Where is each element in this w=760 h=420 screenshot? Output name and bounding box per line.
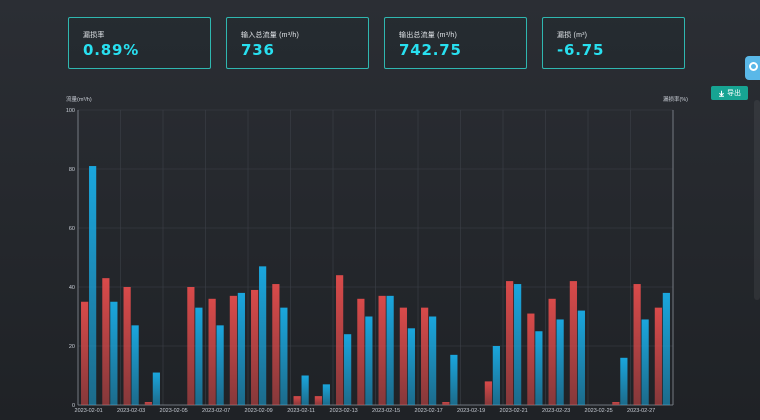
x-tick-label: 2023-02-23 <box>542 408 570 414</box>
y-tick-label: 80 <box>69 167 75 173</box>
bar-series-blue <box>386 295 394 405</box>
bar-series-red <box>506 281 514 405</box>
stat-label: 漏损率 <box>83 32 105 39</box>
bar-series-red <box>102 278 110 405</box>
bar-series-red <box>314 396 322 405</box>
y-tick-label: 20 <box>69 344 75 350</box>
bar-series-red <box>548 298 556 405</box>
flow-bar-chart: 0 20 40 60 80 100 2023-02-01 2023-02-03 2023-02-… <box>66 95 688 414</box>
x-tick-label: 2023-02-07 <box>202 408 230 414</box>
bar-series-blue <box>280 307 288 405</box>
bar-series-red <box>484 381 492 405</box>
bar-series-red <box>144 402 152 405</box>
export-button[interactable]: 导出 <box>711 86 748 100</box>
x-tick-label: 2023-02-13 <box>330 408 358 414</box>
bar-series-red <box>123 287 131 405</box>
bar-series-blue <box>195 307 203 405</box>
bar-series-blue <box>344 334 352 405</box>
bar-series-blue <box>577 310 585 405</box>
bar-series-blue <box>216 325 224 405</box>
stat-card-output-flow: 输出总流量 (m³/h) 742.75 <box>384 17 527 69</box>
bar-series-blue <box>110 301 118 405</box>
y-tick-label: 60 <box>69 226 75 232</box>
bar-series-blue <box>429 316 437 405</box>
bar-series-red <box>399 307 407 405</box>
bar-series-red <box>442 402 450 405</box>
x-tick-label: 2023-02-19 <box>457 408 485 414</box>
stat-card-leakage: 漏损 (m³) -6.75 <box>542 17 685 69</box>
bar-series-red <box>208 298 216 405</box>
y-axis-label-right: 漏损率(%) <box>663 95 688 103</box>
x-tick-label: 2023-02-11 <box>287 408 315 414</box>
bar-series-blue <box>407 328 415 405</box>
bar-series-red <box>527 313 535 405</box>
stat-value: 736 <box>241 41 275 59</box>
bar-series-red <box>229 295 237 405</box>
bar-series-blue <box>641 319 649 405</box>
bar-series-blue <box>492 346 500 405</box>
bar-series-red <box>569 281 577 405</box>
bar-series-red <box>251 289 259 405</box>
bar-series-red <box>81 301 89 405</box>
bar-series-blue <box>322 384 330 405</box>
y-tick-label: 100 <box>66 108 75 114</box>
bar-series-red <box>357 298 365 405</box>
stat-card-leak-rate: 漏损率 0.89% <box>68 17 211 69</box>
bar-series-blue <box>514 284 522 405</box>
bar-series-blue <box>89 166 97 405</box>
download-icon <box>719 90 724 97</box>
bar-series-blue <box>556 319 564 405</box>
bars <box>81 166 670 405</box>
bar-series-red <box>336 275 344 405</box>
stat-value: 0.89% <box>83 41 140 59</box>
y-tick-label: 40 <box>69 285 75 291</box>
x-tick-label: 2023-02-17 <box>415 408 443 414</box>
bar-series-blue <box>131 325 139 405</box>
x-tick-label: 2023-02-21 <box>500 408 528 414</box>
bar-series-blue <box>365 316 373 405</box>
target-icon <box>749 62 758 71</box>
x-tick-label: 2023-02-15 <box>372 408 400 414</box>
stat-label: 输入总流量 (m³/h) <box>241 32 300 39</box>
side-widget-tab[interactable] <box>745 56 760 80</box>
bar-series-blue <box>152 372 160 405</box>
stat-card-input-flow: 输入总流量 (m³/h) 736 <box>226 17 369 69</box>
bar-series-blue <box>259 266 267 405</box>
bar-series-blue <box>620 357 628 405</box>
x-tick-label: 2023-02-01 <box>75 408 103 414</box>
x-tick-label: 2023-02-03 <box>117 408 145 414</box>
bar-series-blue <box>535 331 543 405</box>
bar-series-red <box>654 307 662 405</box>
bar-series-red <box>421 307 429 405</box>
axis-labels: 0 20 40 60 80 100 2023-02-01 2023-02-03 2023-02-… <box>66 95 688 414</box>
bar-series-red <box>612 402 620 405</box>
bar-series-blue <box>237 292 245 405</box>
stat-label: 输出总流量 (m³/h) <box>399 32 458 39</box>
bar-series-red <box>187 287 195 405</box>
bar-series-blue <box>301 375 309 405</box>
stat-label: 漏损 (m³) <box>557 32 588 39</box>
bar-series-red <box>378 295 386 405</box>
export-button-label: 导出 <box>727 90 741 97</box>
stat-value: -6.75 <box>557 41 605 59</box>
bar-series-blue <box>450 354 458 405</box>
bar-series-blue <box>662 292 670 405</box>
x-tick-label: 2023-02-05 <box>160 408 188 414</box>
y-tick-label: 0 <box>72 403 75 409</box>
bar-series-red <box>272 284 280 405</box>
bar-series-red <box>633 284 641 405</box>
scrollbar[interactable] <box>754 100 760 300</box>
x-tick-label: 2023-02-25 <box>585 408 613 414</box>
y-axis-label-left: 流量(m³/h) <box>66 95 92 103</box>
x-tick-label: 2023-02-27 <box>627 408 655 414</box>
x-tick-label: 2023-02-09 <box>245 408 273 414</box>
stat-value: 742.75 <box>399 41 462 59</box>
bar-series-red <box>293 396 301 405</box>
